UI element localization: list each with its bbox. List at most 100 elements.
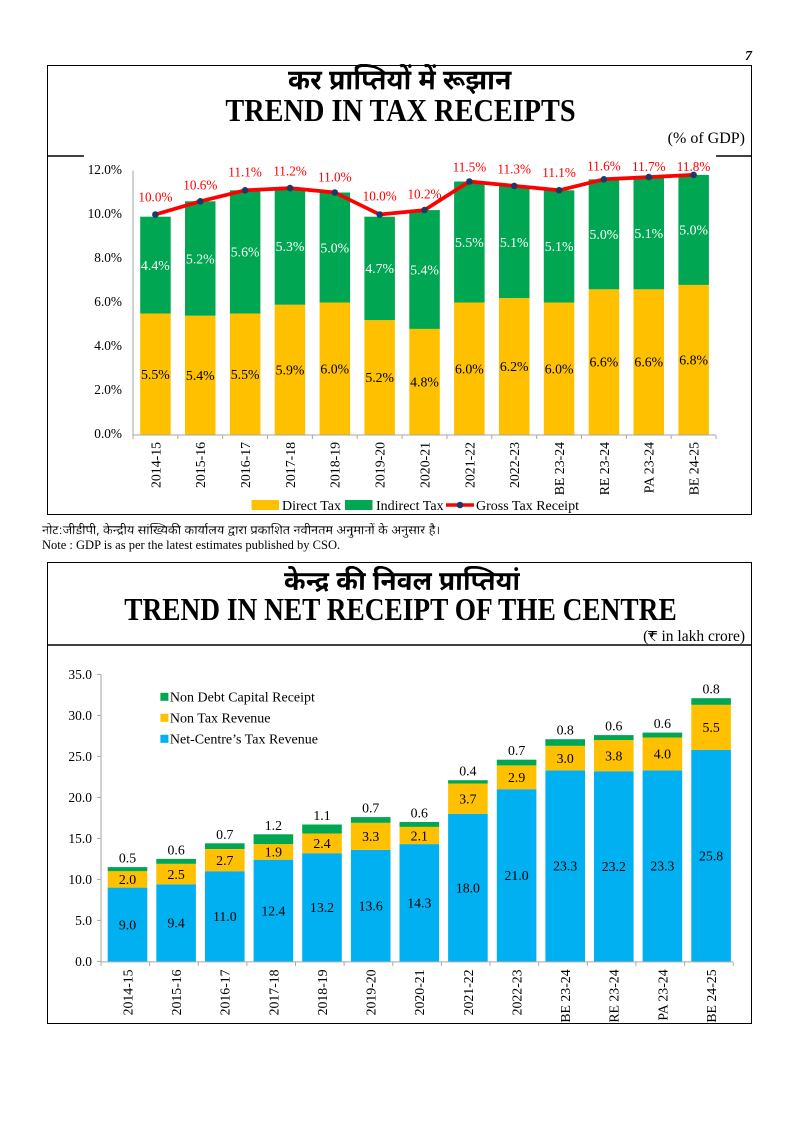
svg-text:5.5%: 5.5%: [141, 367, 170, 382]
svg-text:0.7: 0.7: [508, 743, 525, 758]
svg-text:13.2: 13.2: [310, 900, 334, 915]
svg-text:25.0: 25.0: [68, 749, 92, 764]
svg-text:10.0%: 10.0%: [363, 189, 397, 204]
svg-text:10.0%: 10.0%: [138, 190, 172, 205]
svg-text:5.1%: 5.1%: [634, 226, 663, 241]
svg-text:BE 24-25: BE 24-25: [687, 442, 702, 495]
svg-text:6.0%: 6.0%: [545, 361, 574, 376]
svg-text:4.0%: 4.0%: [94, 338, 122, 353]
svg-text:3.3: 3.3: [362, 829, 379, 844]
svg-text:5.2%: 5.2%: [365, 370, 394, 385]
svg-text:30.0: 30.0: [68, 708, 92, 723]
svg-text:0.0: 0.0: [75, 954, 92, 969]
svg-text:9.4: 9.4: [167, 916, 184, 931]
svg-text:1.1: 1.1: [313, 808, 330, 823]
svg-text:23.2: 23.2: [602, 859, 626, 874]
svg-text:2022-23: 2022-23: [507, 442, 522, 488]
svg-text:11.0%: 11.0%: [318, 170, 352, 185]
svg-text:3.8: 3.8: [605, 748, 622, 763]
svg-text:11.2%: 11.2%: [273, 164, 307, 179]
svg-text:2017-18: 2017-18: [283, 442, 298, 488]
svg-text:2021-22: 2021-22: [461, 969, 476, 1015]
svg-text:18.0: 18.0: [456, 880, 480, 895]
svg-text:3.7: 3.7: [459, 791, 476, 806]
svg-text:11.0: 11.0: [213, 909, 237, 924]
svg-text:2.0%: 2.0%: [94, 382, 122, 397]
svg-text:11.8%: 11.8%: [677, 159, 711, 174]
svg-text:0.8: 0.8: [702, 682, 719, 697]
svg-text:5.5%: 5.5%: [455, 235, 484, 250]
svg-text:5.0: 5.0: [75, 913, 92, 928]
svg-text:2.5: 2.5: [167, 867, 184, 882]
svg-text:Non Tax Revenue: Non Tax Revenue: [170, 712, 271, 727]
svg-text:20.0: 20.0: [68, 790, 92, 805]
svg-text:4.0: 4.0: [654, 747, 671, 762]
svg-text:10.0: 10.0: [68, 872, 92, 887]
svg-text:2018-19: 2018-19: [315, 969, 330, 1015]
svg-text:12.0%: 12.0%: [88, 162, 122, 177]
svg-text:2.4: 2.4: [313, 836, 330, 851]
svg-text:25.8: 25.8: [699, 848, 723, 863]
svg-text:5.0%: 5.0%: [320, 240, 349, 255]
svg-text:5.4%: 5.4%: [410, 262, 439, 277]
svg-text:0.6: 0.6: [605, 719, 622, 734]
svg-text:12.4: 12.4: [261, 903, 285, 918]
svg-text:1.2: 1.2: [265, 818, 282, 833]
svg-text:0.7: 0.7: [216, 827, 233, 842]
svg-text:Gross Tax Receipt: Gross Tax Receipt: [476, 499, 579, 514]
svg-text:0.7: 0.7: [362, 801, 379, 816]
svg-text:5.1%: 5.1%: [545, 239, 574, 254]
svg-text:11.3%: 11.3%: [497, 161, 531, 176]
svg-text:2019-20: 2019-20: [364, 969, 379, 1015]
svg-text:11.7%: 11.7%: [632, 159, 666, 174]
svg-text:2.1: 2.1: [411, 828, 428, 843]
svg-text:BE 23-24: BE 23-24: [552, 442, 567, 495]
svg-text:11.1%: 11.1%: [228, 165, 262, 180]
svg-text:PA 23-24: PA 23-24: [642, 442, 657, 493]
svg-text:0.6: 0.6: [411, 806, 428, 821]
svg-text:2014-15: 2014-15: [148, 442, 163, 488]
svg-text:6.6%: 6.6%: [634, 355, 663, 370]
svg-text:2022-23: 2022-23: [510, 969, 525, 1015]
svg-text:6.0%: 6.0%: [455, 361, 484, 376]
svg-text:0.5: 0.5: [119, 851, 136, 866]
svg-text:0.0%: 0.0%: [94, 426, 122, 441]
svg-text:0.8: 0.8: [557, 723, 574, 738]
svg-text:RE 23-24: RE 23-24: [607, 969, 622, 1022]
svg-text:4.7%: 4.7%: [365, 261, 394, 276]
svg-text:2.7: 2.7: [216, 853, 233, 868]
svg-text:4.8%: 4.8%: [410, 375, 439, 390]
svg-text:15.0: 15.0: [68, 831, 92, 846]
svg-text:BE 24-25: BE 24-25: [704, 969, 719, 1022]
svg-text:5.3%: 5.3%: [276, 239, 305, 254]
svg-text:6.8%: 6.8%: [679, 353, 708, 368]
svg-text:4.4%: 4.4%: [141, 258, 170, 273]
svg-text:10.6%: 10.6%: [183, 178, 217, 193]
svg-text:RE 23-24: RE 23-24: [597, 442, 612, 495]
svg-text:6.0%: 6.0%: [94, 294, 122, 309]
svg-text:2020-21: 2020-21: [417, 442, 432, 488]
svg-text:5.1%: 5.1%: [500, 235, 529, 250]
svg-text:13.6: 13.6: [359, 898, 383, 913]
svg-text:2014-15: 2014-15: [120, 969, 135, 1015]
svg-text:14.3: 14.3: [407, 896, 431, 911]
svg-text:0.6: 0.6: [167, 842, 184, 857]
svg-text:Direct Tax: Direct Tax: [282, 499, 341, 514]
svg-text:2020-21: 2020-21: [412, 969, 427, 1015]
svg-text:2016-17: 2016-17: [218, 969, 233, 1015]
svg-text:5.4%: 5.4%: [186, 368, 215, 383]
svg-text:21.0: 21.0: [505, 868, 529, 883]
svg-text:10.0%: 10.0%: [88, 206, 122, 221]
svg-text:2019-20: 2019-20: [373, 442, 388, 488]
svg-text:5.5%: 5.5%: [231, 367, 260, 382]
svg-text:2015-16: 2015-16: [193, 442, 208, 488]
svg-text:23.3: 23.3: [650, 859, 674, 874]
svg-text:3.0: 3.0: [557, 751, 574, 766]
svg-text:Net-Centre’s Tax Revenue: Net-Centre’s Tax Revenue: [170, 733, 318, 748]
svg-text:1.9: 1.9: [265, 845, 282, 860]
svg-text:2017-18: 2017-18: [266, 969, 281, 1015]
svg-text:11.6%: 11.6%: [587, 158, 621, 173]
svg-text:2021-22: 2021-22: [462, 442, 477, 488]
svg-text:6.6%: 6.6%: [590, 355, 619, 370]
svg-text:5.0%: 5.0%: [679, 223, 708, 238]
